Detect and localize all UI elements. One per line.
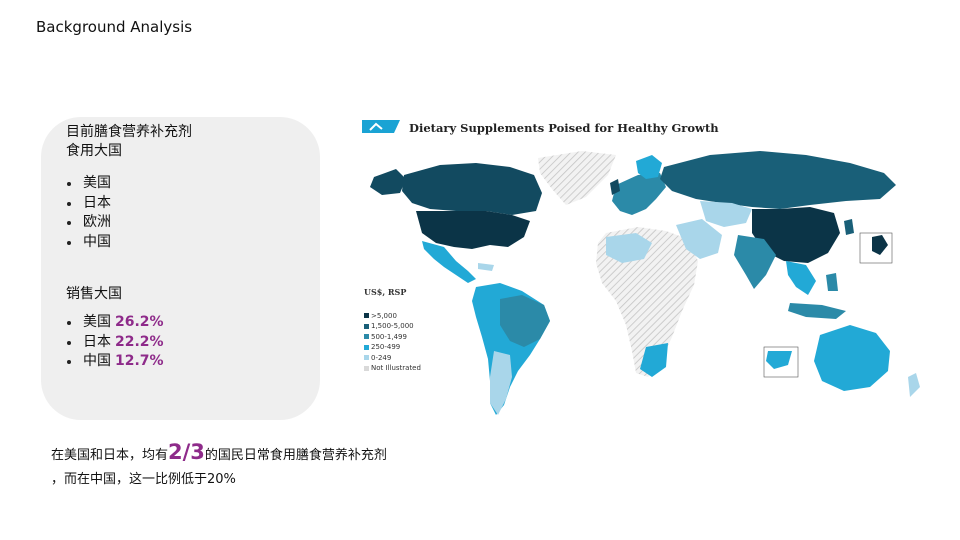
mexico-region (422, 241, 476, 283)
australia-region (814, 325, 890, 391)
legend-swatch (364, 355, 369, 361)
canada-region (402, 163, 542, 215)
info-panel (41, 117, 320, 420)
legend-item: Not Illustrated (364, 363, 421, 374)
legend-label: >5,000 (371, 311, 397, 320)
list-item: 日本 22.2% (66, 333, 164, 353)
russia-region (660, 151, 896, 209)
indonesia-region (788, 303, 846, 319)
philippines-region (826, 273, 838, 291)
sales-list: 美国 26.2% 日本 22.2% 中国 12.7% (66, 313, 164, 372)
brazil-region (500, 295, 550, 347)
hong-kong-region (766, 351, 792, 369)
consumer-list: 美国 日本 欧洲 中国 (66, 174, 111, 252)
korea-region (844, 219, 854, 235)
scandinavia-region (636, 155, 662, 179)
legend-item: 500-1,499 (364, 332, 421, 343)
caribbean-region (478, 263, 494, 271)
sales-heading: 销售大国 (66, 286, 122, 302)
china-region (752, 207, 840, 263)
alaska-region (370, 169, 406, 195)
list-item: 日本 (66, 194, 111, 214)
central-asia-region (700, 201, 752, 227)
sales-country: 中国 (83, 353, 111, 369)
japan-region (872, 235, 888, 255)
sales-country: 美国 (83, 314, 111, 330)
legend-item: 1,500-5,000 (364, 321, 421, 332)
legend-label: Not Illustrated (371, 364, 421, 372)
sales-share: 26.2% (115, 314, 164, 330)
legend-swatch (364, 365, 369, 371)
legend-label: 1,500-5,000 (371, 322, 414, 330)
map-title-marker (362, 120, 400, 133)
greenland-region (538, 151, 616, 205)
summary-highlight: 2/3 (168, 440, 205, 464)
legend-title: US$, RSP (364, 287, 407, 297)
africa-region (596, 227, 698, 377)
map-legend: US$, RSP >5,000 1,500-5,000 500-1,499 250-4… (364, 287, 421, 374)
middle-east-region (676, 219, 722, 259)
usa-region (416, 211, 530, 249)
south-africa-region (640, 343, 668, 377)
list-item: 美国 (66, 174, 111, 194)
legend-swatch (364, 323, 369, 329)
consumer-heading: 目前膳食营养补充剂 食用大国 (66, 123, 192, 161)
slide-title: Background Analysis (36, 18, 193, 36)
legend-item: 250-499 (364, 342, 421, 353)
legend-label: 0-249 (371, 353, 392, 362)
list-item: 美国 26.2% (66, 313, 164, 333)
summary-text: 在美国和日本，均有2/3的国民日常食用膳食营养补充剂 ，而在中国，这一比例低于2… (51, 440, 387, 492)
list-item: 欧洲 (66, 213, 111, 233)
chile-argentina-region (490, 351, 512, 415)
india-region (734, 235, 776, 289)
consumer-heading-line1: 目前膳食营养补充剂 (66, 124, 192, 140)
sales-share: 22.2% (115, 333, 164, 350)
new-zealand-region (908, 373, 920, 397)
summary-line1: 在美国和日本，均有2/3的国民日常食用膳食营养补充剂 (51, 440, 387, 468)
legend-label: 500-1,499 (371, 332, 407, 341)
sales-country: 日本 (83, 333, 111, 350)
legend-item: 0-249 (364, 353, 421, 364)
list-item: 中国 (66, 233, 111, 253)
summary-line1-post: 的国民日常食用膳食营养补充剂 (204, 448, 387, 463)
map-title: Dietary Supplements Poised for Healthy G… (409, 121, 719, 135)
uk-region (610, 179, 620, 195)
sales-share: 12.7% (115, 353, 164, 369)
southeast-asia-region (786, 261, 816, 295)
consumer-heading-line2: 食用大国 (66, 143, 122, 159)
north-africa-region (606, 233, 652, 263)
legend-swatch (364, 313, 369, 319)
summary-line1-pre: 在美国和日本，均有 (51, 448, 169, 463)
legend-swatch (364, 334, 369, 340)
list-item: 中国 12.7% (66, 352, 164, 372)
world-map (362, 120, 920, 415)
summary-line2: ，而在中国，这一比例低于20% (51, 472, 236, 487)
legend-swatch (364, 344, 369, 350)
legend-label: 250-499 (371, 343, 401, 351)
legend-item: >5,000 (364, 311, 421, 322)
europe-region (612, 173, 666, 215)
